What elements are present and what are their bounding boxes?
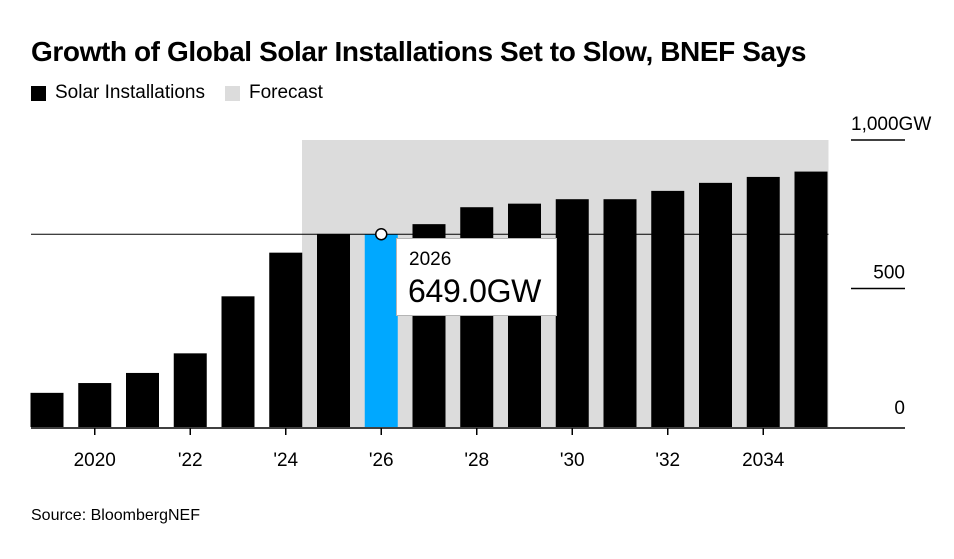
bar-2020 (78, 383, 112, 427)
bar-2021 (126, 372, 159, 427)
x-tick-label-2020: 2020 (74, 450, 116, 471)
value-tooltip: 2026 649.0GW (396, 238, 557, 316)
y-tick-label-0: 0 (894, 398, 905, 419)
y-tick-unit: GW (899, 114, 932, 135)
bar-2033 (699, 182, 732, 427)
legend-label-solar-installations: Solar Installations (55, 82, 205, 103)
tooltip-year: 2026 (409, 249, 452, 270)
legend-item-forecast: Forecast (224, 82, 323, 104)
bar-2034 (746, 176, 780, 427)
bar-2035 (794, 171, 828, 427)
x-tick-label-2030: '30 (560, 450, 585, 471)
bar-2031 (603, 199, 637, 427)
y-tick-label-500: 500 (873, 263, 905, 284)
chart-title: Growth of Global Solar Installations Set… (31, 36, 807, 67)
bar-2023 (221, 296, 255, 427)
bar-2025 (317, 233, 350, 427)
legend-item-solar-installations: Solar Installations (31, 82, 205, 104)
legend: Solar Installations Forecast (31, 82, 343, 104)
bar-2024 (269, 252, 303, 427)
x-tick-label-2022: '22 (178, 450, 203, 471)
legend-swatch-forecast (224, 85, 240, 101)
legend-swatch-solar-installations (31, 85, 46, 101)
tooltip-value: 649.0GW (408, 273, 542, 309)
x-tick-label-2028: '28 (464, 450, 489, 471)
source-note: Source: BloombergNEF (31, 507, 200, 524)
legend-label-forecast: Forecast (248, 82, 323, 103)
bar-2026 (364, 234, 398, 427)
bar-2022 (173, 353, 207, 427)
highlight-marker (375, 227, 388, 241)
x-tick-label-2032: '32 (655, 450, 680, 471)
bar-2030 (555, 199, 589, 427)
x-tick-label-2026: '26 (369, 450, 394, 471)
x-tick-label-2034: 2034 (742, 450, 785, 471)
bar-2019 (30, 392, 64, 427)
x-tick-label-2024: '24 (273, 450, 298, 471)
bar-2032 (651, 190, 685, 427)
y-tick-label-1000: 1,000GW (851, 114, 931, 135)
y-tick-value-1000: 1,000 (851, 114, 899, 135)
